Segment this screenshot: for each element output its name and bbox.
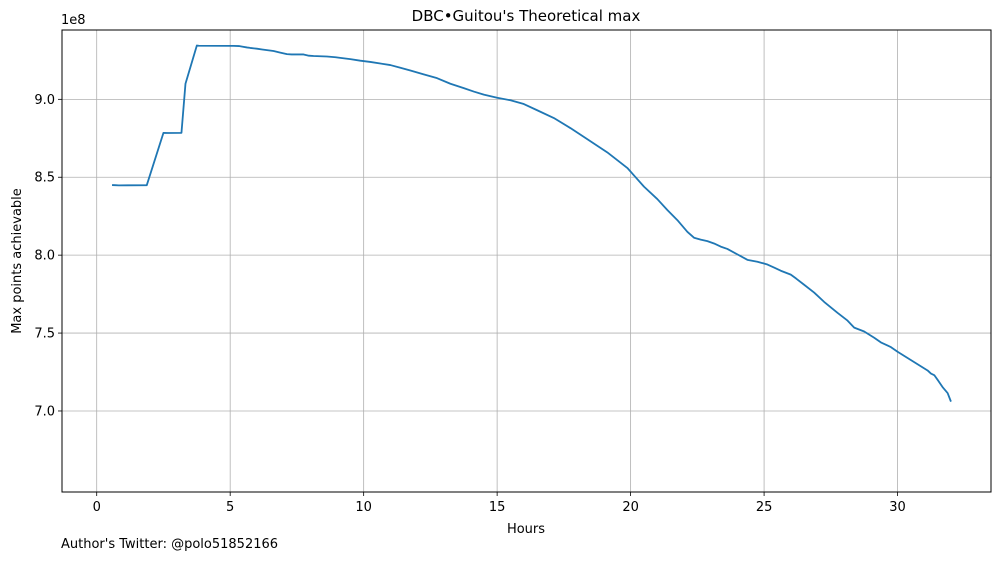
author-twitter-note: Author's Twitter: @polo51852166: [61, 537, 279, 552]
x-tick-label: 25: [756, 500, 773, 515]
x-tick-label: 20: [622, 500, 639, 515]
series-layer: [112, 44, 952, 402]
chart-title: DBC•Guitou's Theoretical max: [412, 7, 641, 25]
y-tick-label: 7.5: [34, 327, 55, 342]
y-axis-offset-label: 1e8: [61, 13, 86, 28]
x-axis-label: Hours: [507, 522, 545, 537]
x-axis-ticks: 0 5 10 15 20 25 30: [93, 492, 906, 515]
y-axis-label: Max points achievable: [10, 188, 25, 334]
y-tick-label: 8.0: [34, 249, 55, 264]
x-tick-label: 5: [226, 500, 234, 515]
series-line: [112, 44, 952, 402]
x-tick-label: 0: [93, 500, 101, 515]
x-tick-label: 15: [489, 500, 506, 515]
x-tick-label: 10: [355, 500, 372, 515]
grid-lines: [62, 30, 991, 492]
y-axis-ticks: 7.0 7.5 8.0 8.5 9.0: [34, 93, 62, 419]
y-tick-label: 7.0: [34, 404, 55, 419]
y-tick-label: 8.5: [34, 171, 55, 186]
plot-frame: [61, 29, 992, 493]
x-tick-label: 30: [889, 500, 906, 515]
y-tick-label: 9.0: [34, 93, 55, 108]
